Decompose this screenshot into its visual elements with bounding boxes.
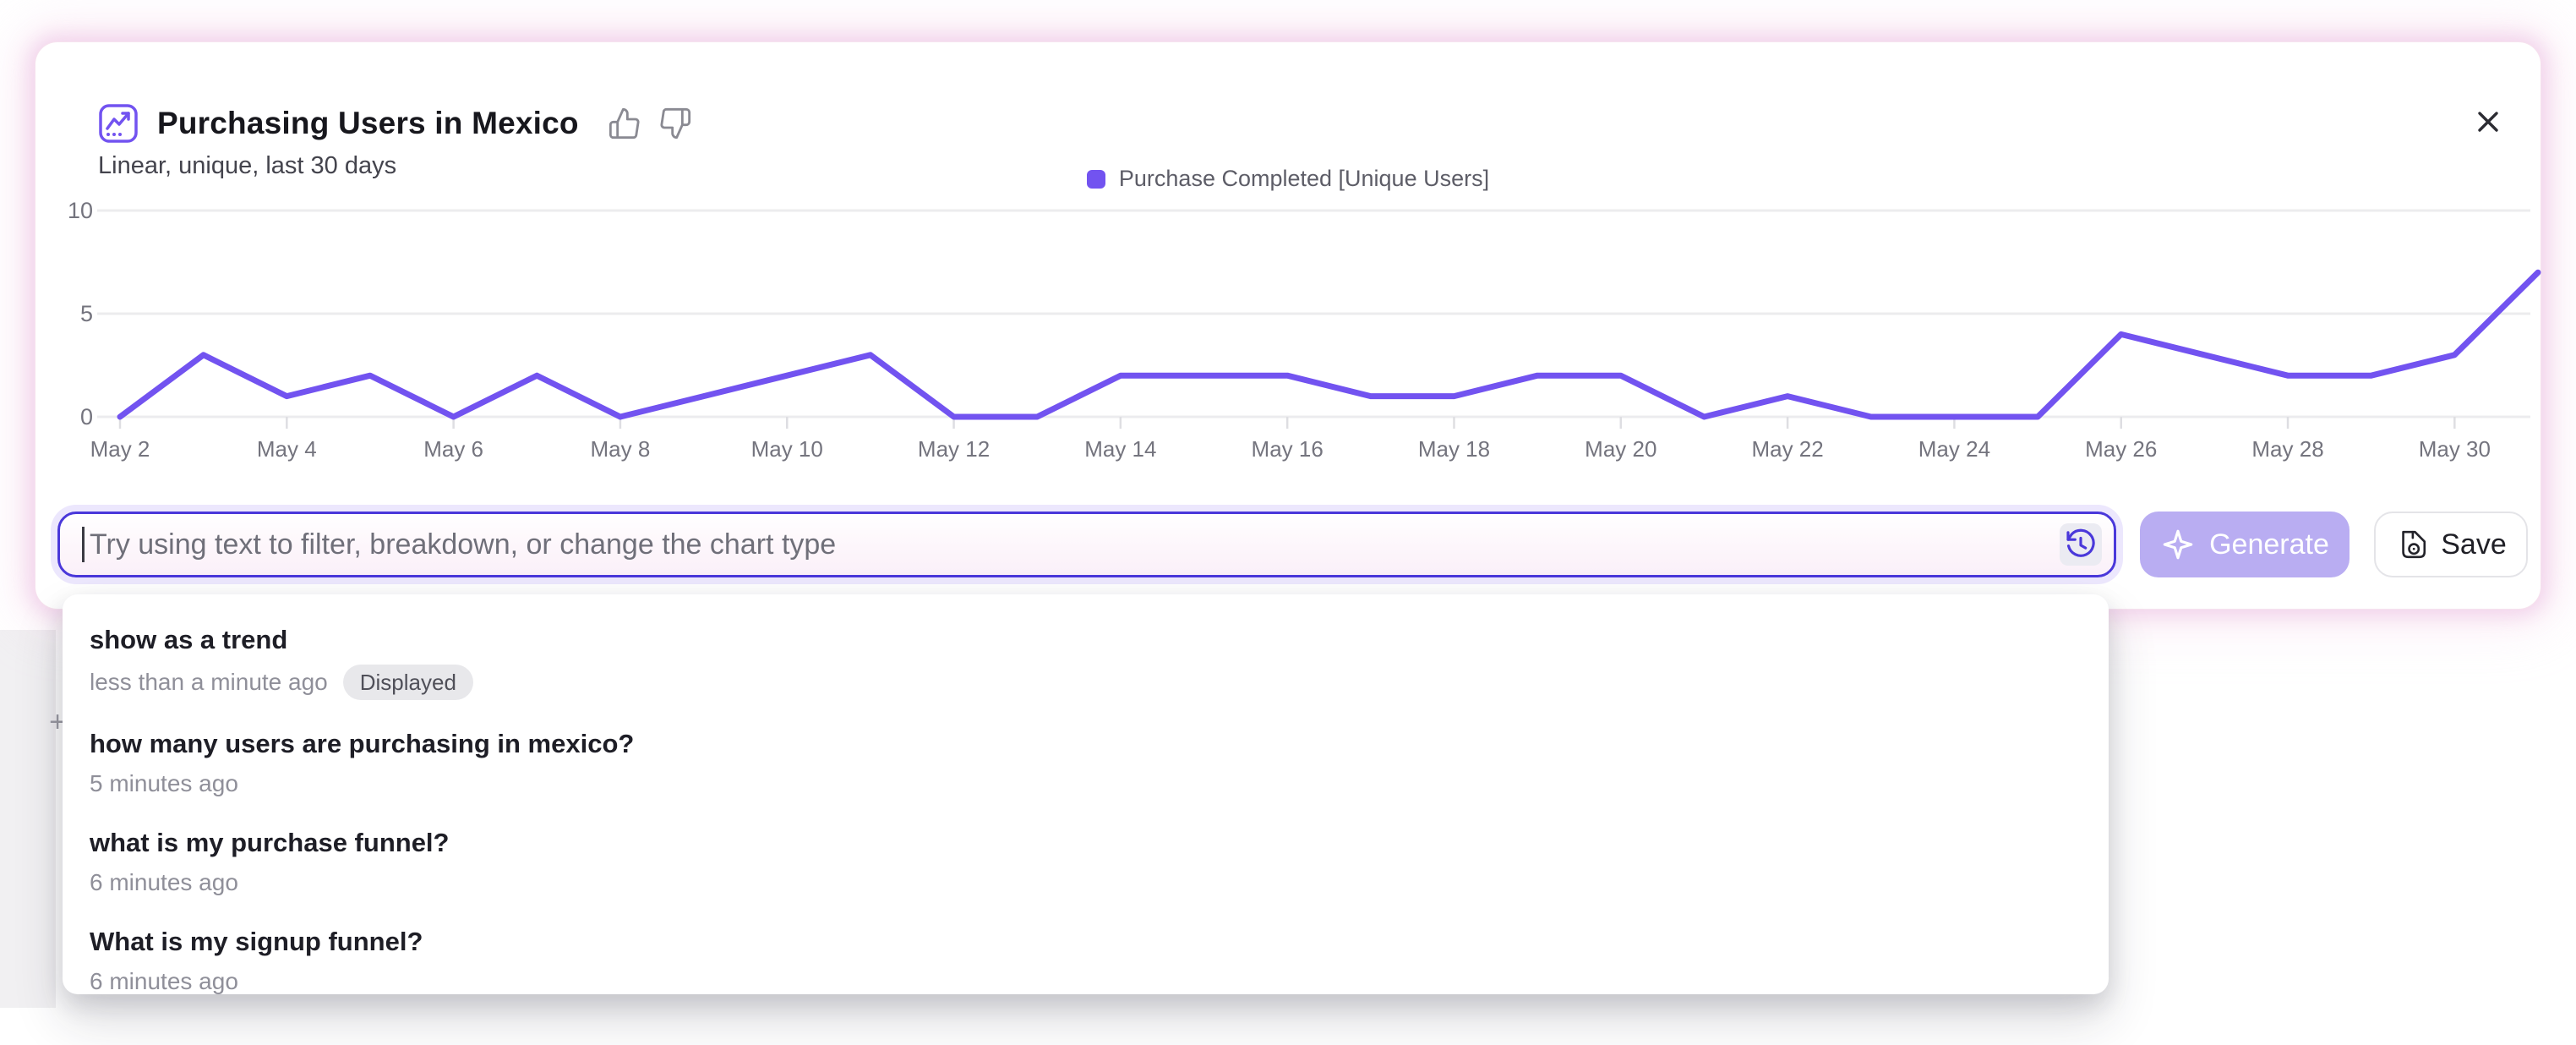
card-subtitle: Linear, unique, last 30 days xyxy=(98,152,397,179)
history-meta: 6 minutes ago xyxy=(90,966,2082,997)
text-caret xyxy=(82,527,85,562)
x-axis-label: May 28 xyxy=(2251,436,2323,462)
x-axis-label: May 2 xyxy=(90,436,150,462)
history-item[interactable]: What is my signup funnel? 6 minutes ago xyxy=(63,911,2109,1010)
thumbs-up-icon[interactable] xyxy=(608,107,641,140)
history-query: what is my purchase funnel? xyxy=(90,828,450,857)
y-axis-label: 5 xyxy=(80,301,93,326)
history-meta: 5 minutes ago xyxy=(90,769,2082,799)
history-item[interactable]: show as a trend less than a minute ago D… xyxy=(63,610,2109,714)
save-icon xyxy=(2395,528,2429,561)
prompt-placeholder: Try using text to filter, breakdown, or … xyxy=(90,528,837,561)
history-query: how many users are purchasing in mexico? xyxy=(90,729,635,758)
insight-card: Purchasing Users in Mexico Linear, uniqu… xyxy=(35,42,2541,609)
feedback-buttons xyxy=(608,107,692,140)
x-axis-label: May 20 xyxy=(1585,436,1656,462)
add-button[interactable]: + xyxy=(44,708,71,736)
chart-legend: Purchase Completed [Unique Users] xyxy=(35,166,2541,192)
background-panel-strip xyxy=(0,630,56,1008)
y-axis-label: 0 xyxy=(80,404,93,429)
save-button[interactable]: Save xyxy=(2374,512,2528,577)
history-item[interactable]: how many users are purchasing in mexico?… xyxy=(63,714,2109,812)
y-axis-label: 10 xyxy=(68,198,93,223)
sparkle-icon xyxy=(2160,527,2196,562)
history-time: 6 minutes ago xyxy=(90,968,238,994)
x-axis-label: May 12 xyxy=(918,436,990,462)
query-history-dropdown: show as a trend less than a minute ago D… xyxy=(63,594,2109,994)
history-item[interactable]: what is my purchase funnel? 6 minutes ag… xyxy=(63,812,2109,911)
x-axis-label: May 26 xyxy=(2085,436,2157,462)
legend-swatch xyxy=(1086,169,1105,189)
x-axis-label: May 16 xyxy=(1252,436,1323,462)
thumbs-down-icon[interactable] xyxy=(658,107,692,140)
history-icon[interactable] xyxy=(2060,523,2102,566)
ai-prompt-input[interactable]: Try using text to filter, breakdown, or … xyxy=(57,512,2116,577)
x-axis-label: May 6 xyxy=(423,436,483,462)
insights-chart-icon xyxy=(98,103,139,144)
trend-line-purchase-completed xyxy=(117,269,2541,420)
card-title: Purchasing Users in Mexico xyxy=(157,106,579,140)
x-axis-label: May 24 xyxy=(1918,436,1990,462)
x-axis-label: May 30 xyxy=(2419,436,2491,462)
history-meta: less than a minute ago Displayed xyxy=(90,665,2082,700)
x-axis-label: May 10 xyxy=(751,436,823,462)
history-query: What is my signup funnel? xyxy=(90,927,423,956)
legend-label: Purchase Completed [Unique Users] xyxy=(1118,166,1490,191)
history-time: 5 minutes ago xyxy=(90,770,238,796)
history-time: less than a minute ago xyxy=(90,669,328,695)
history-time: 6 minutes ago xyxy=(90,869,238,895)
generate-label: Generate xyxy=(2209,528,2329,561)
close-icon[interactable] xyxy=(2473,103,2510,140)
generate-button[interactable]: Generate xyxy=(2140,512,2350,577)
card-header: Purchasing Users in Mexico xyxy=(98,101,692,145)
displayed-badge: Displayed xyxy=(342,665,473,700)
x-axis-label: May 18 xyxy=(1418,436,1490,462)
x-axis-label: May 8 xyxy=(591,436,651,462)
save-label: Save xyxy=(2441,528,2507,561)
x-axis-label: May 14 xyxy=(1084,436,1156,462)
legend-item[interactable]: Purchase Completed [Unique Users] xyxy=(1086,166,1490,192)
x-axis-label: May 22 xyxy=(1751,436,1823,462)
history-meta: 6 minutes ago xyxy=(90,867,2082,898)
x-axis-label: May 4 xyxy=(257,436,317,462)
line-chart: 0 5 10 May 2 May 4 May 6 May 8 May 10 May 12 May … xyxy=(68,198,2541,462)
history-query: show as a trend xyxy=(90,625,288,654)
